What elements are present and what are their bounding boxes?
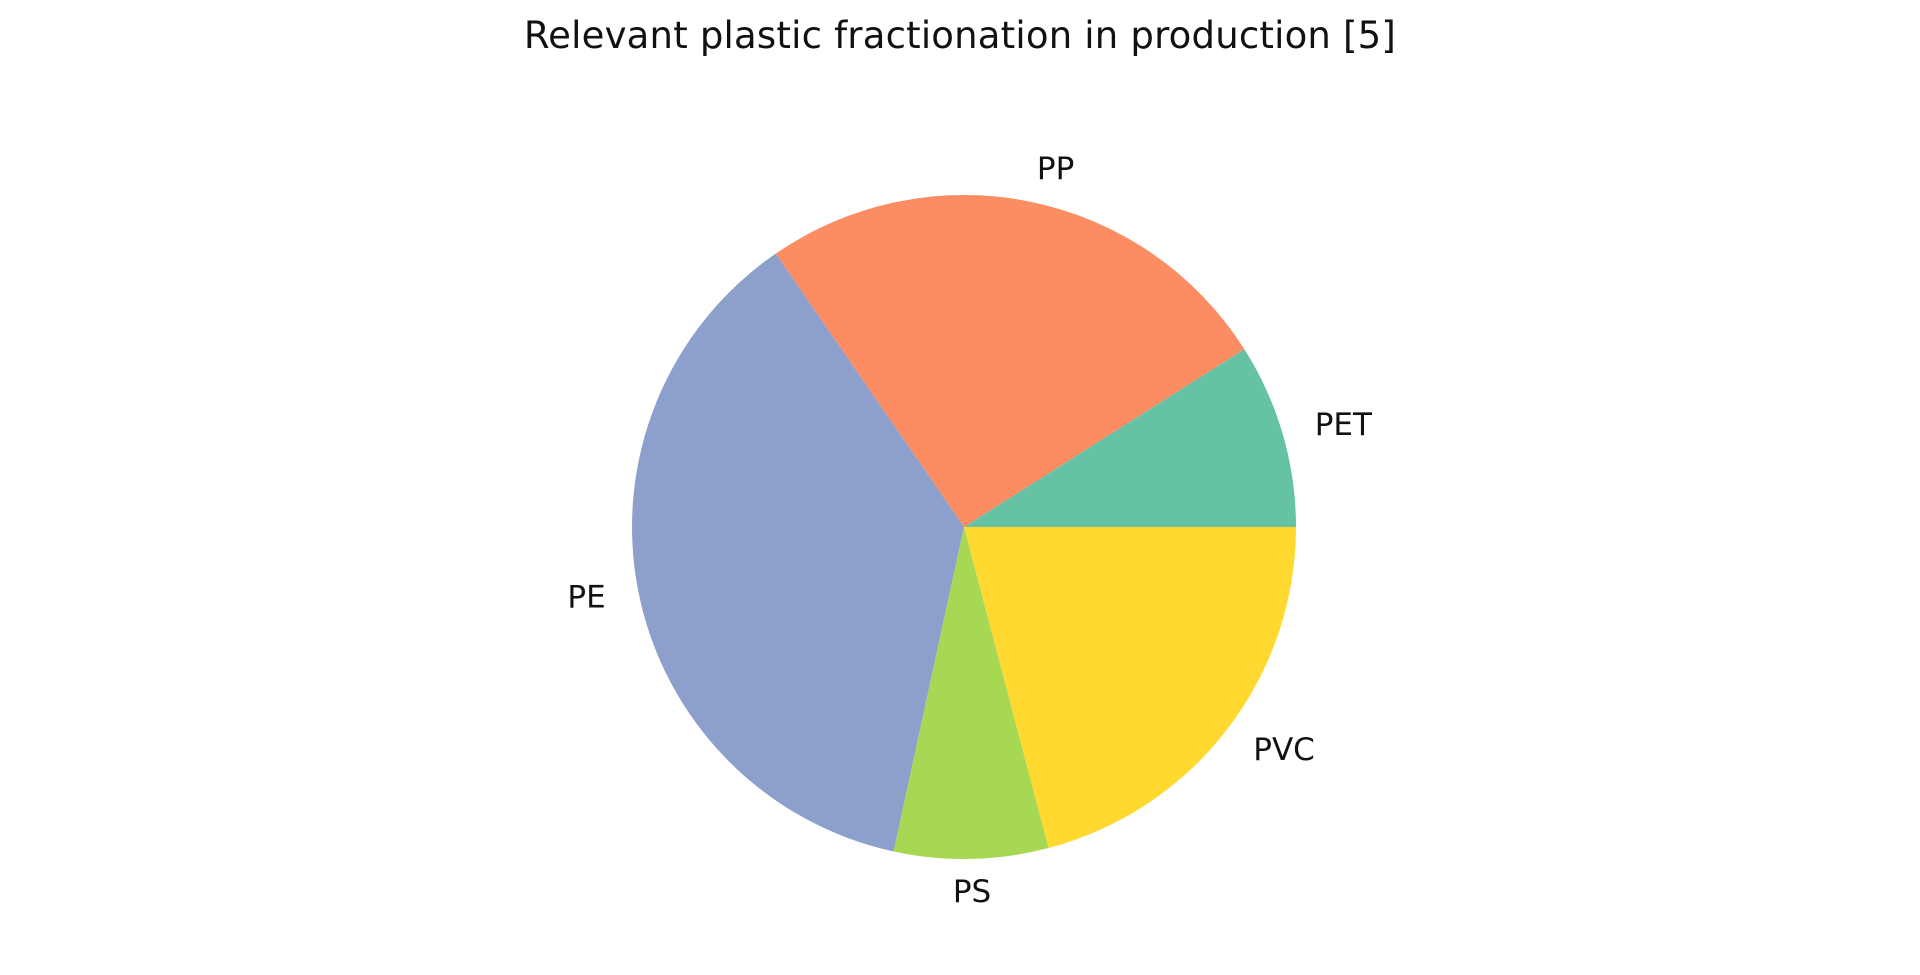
pie-slices [632,195,1296,859]
pie-label-pvc: PVC [1253,732,1315,768]
chart-title: Relevant plastic fractionation in produc… [523,14,1397,57]
pie-label-pe: PE [567,580,605,616]
pie-slice-pp [775,195,1245,527]
pie-label-pp: PP [1037,151,1074,187]
pie-label-pet: PET [1315,407,1373,443]
pie-labels: PET PP PE PS PVC [567,151,1373,910]
pie-slice-pet [964,349,1296,527]
pie-slice-pvc [964,527,1296,849]
pie-slice-pe [632,253,964,852]
pie-label-ps: PS [953,874,991,910]
pie-slice-ps [893,527,1049,859]
